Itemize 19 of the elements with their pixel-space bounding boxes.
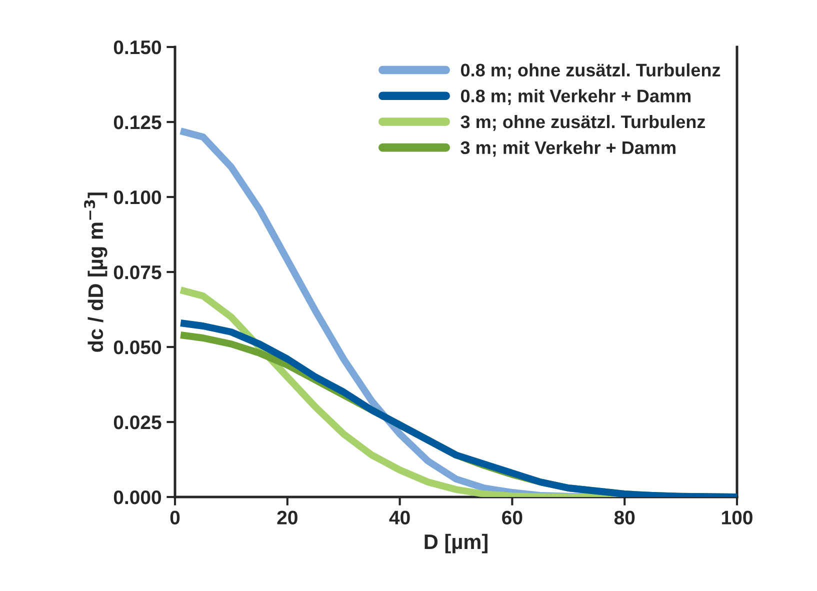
legend-label: 0.8 m; mit Verkehr + Damm	[460, 89, 690, 105]
legend-label: 3 m; mit Verkehr + Damm	[460, 140, 676, 157]
x-tick-label: 100	[722, 510, 752, 524]
y-axis-title: dc / dD [µg m$^{−3}$]	[84, 192, 108, 352]
legend-label: 0.8 m; ohne zusätzl. Turbulenz	[460, 63, 720, 80]
y-tick-label: 0.100	[114, 190, 162, 204]
y-tick-label: 0.075	[114, 265, 162, 280]
x-tick-label: 0	[170, 510, 180, 524]
y-tick-label: 0.125	[114, 115, 162, 130]
x-tick-label: 20	[277, 510, 298, 524]
x-tick-label: 60	[502, 510, 522, 524]
x-axis-title: D [µm]	[424, 534, 488, 554]
legend-label: 3 m; ohne zusätzl. Turbulenz	[460, 114, 706, 131]
y-tick-label: 0.050	[114, 340, 162, 354]
y-tick-label: 0.150	[114, 40, 162, 54]
x-tick-label: 40	[389, 510, 410, 524]
x-tick-label: 80	[614, 510, 635, 524]
y-tick-label: 0.025	[114, 415, 162, 430]
y-tick-label: 0.000	[114, 490, 162, 504]
